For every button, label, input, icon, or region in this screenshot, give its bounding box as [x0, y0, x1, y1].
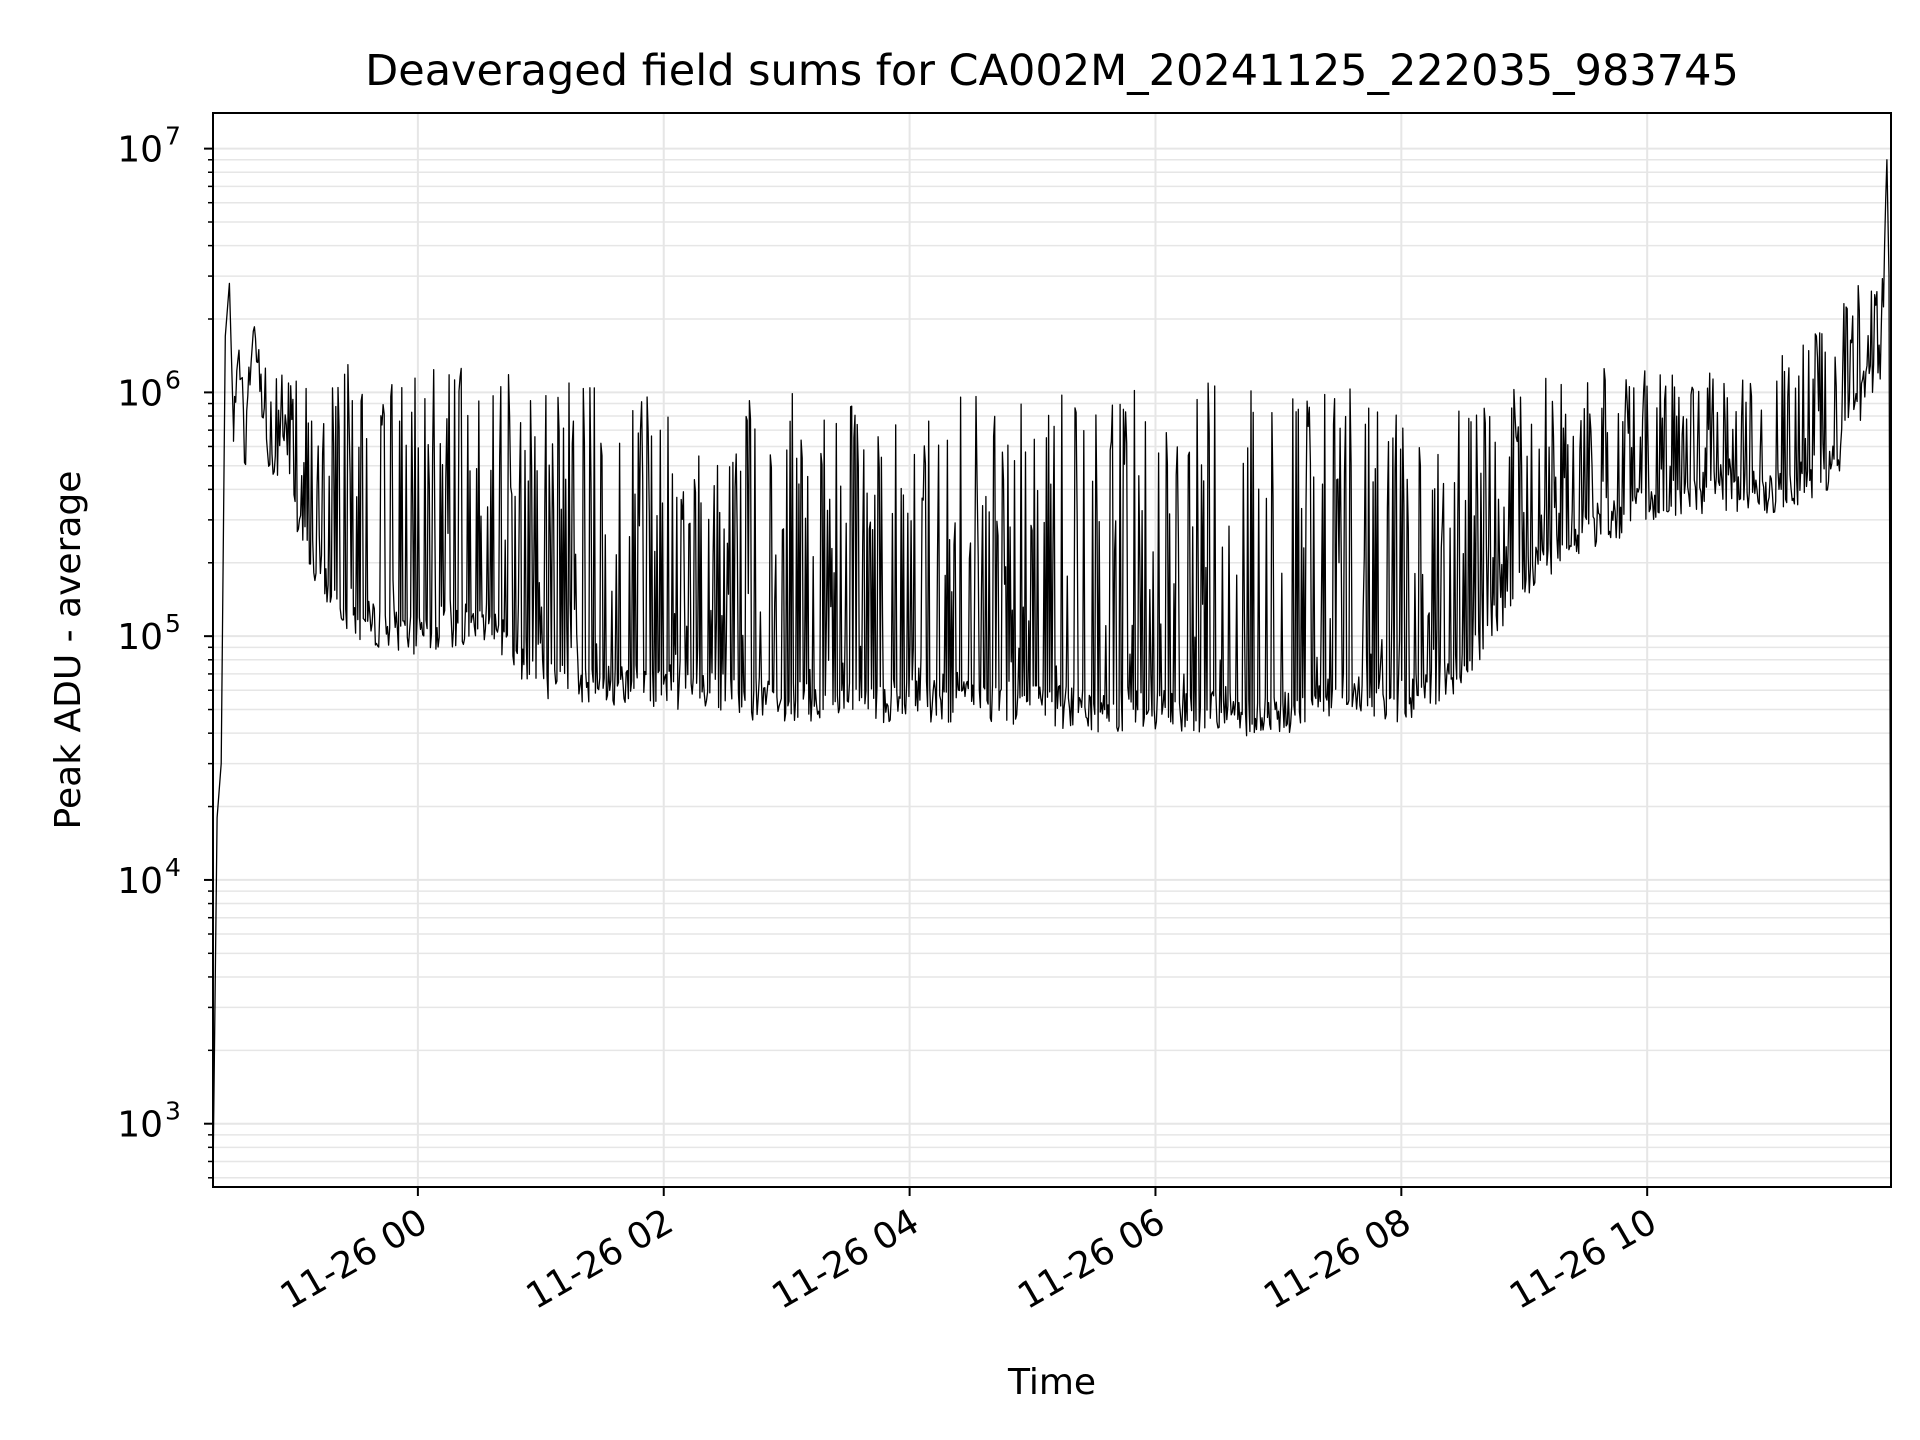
y-tick-exponent: 7	[165, 122, 181, 151]
y-tick-exponent: 5	[165, 609, 181, 638]
y-tick-label: 10	[117, 617, 163, 658]
y-tick-exponent: 6	[165, 365, 181, 394]
plot-frame	[212, 112, 1892, 1188]
y-tick-exponent: 4	[165, 853, 181, 882]
grid	[213, 113, 1891, 1187]
series-line	[212, 159, 1892, 1178]
y-tick-label: 10	[117, 373, 163, 414]
y-tick-label: 10	[117, 130, 163, 171]
series-layer	[212, 159, 1892, 1178]
y-tick-label: 10	[117, 861, 163, 902]
chart-title: Deaveraged field sums for CA002M_2024112…	[365, 46, 1739, 96]
y-axis-label: Peak ADU - average	[48, 471, 89, 830]
y-tick-exponent: 3	[165, 1097, 181, 1126]
x-axis-label: Time	[1007, 1362, 1096, 1403]
y-tick-label: 10	[117, 1105, 163, 1146]
